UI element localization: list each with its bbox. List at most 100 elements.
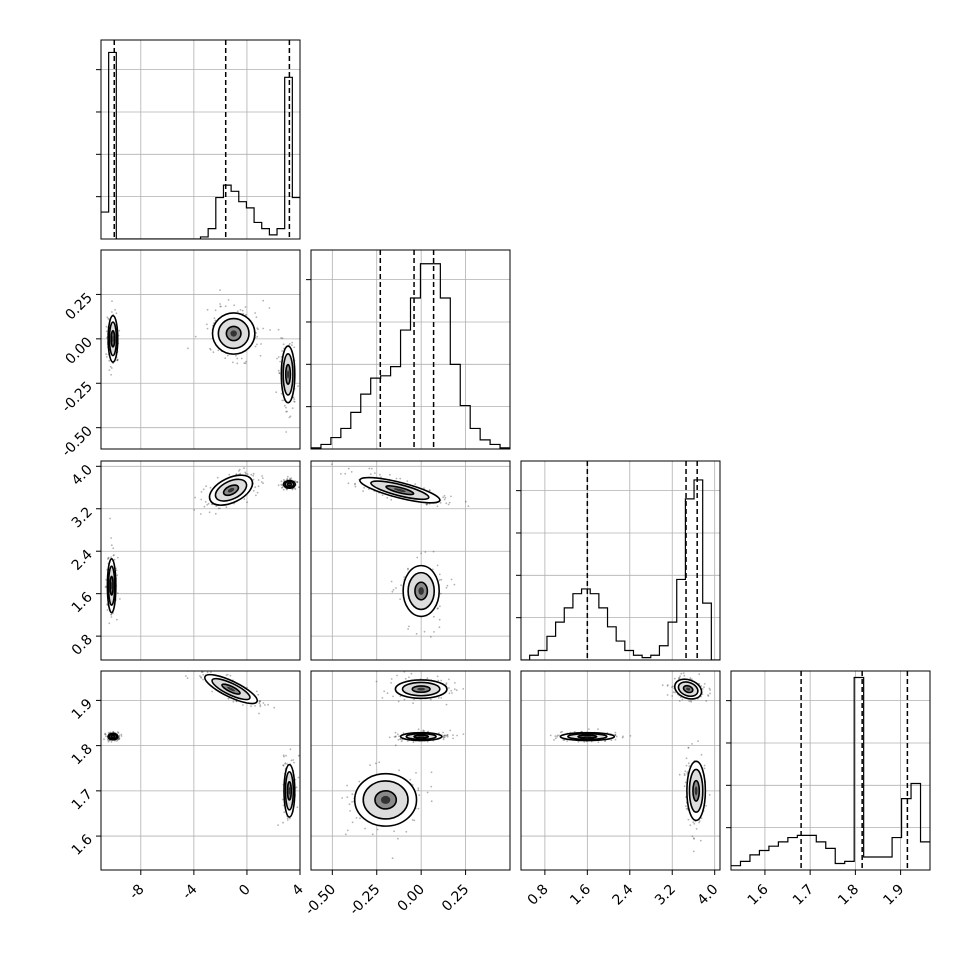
histogram-step — [731, 676, 930, 867]
density-contour — [405, 732, 437, 741]
y-tick-label: 0.00 — [62, 334, 95, 367]
x-tick-label: 4 — [289, 881, 307, 899]
density-contour — [682, 684, 694, 694]
x-tick-label: 1.9 — [880, 882, 907, 909]
x-tick-label: 1.8 — [835, 882, 862, 909]
density-contour — [374, 790, 398, 810]
panel-border — [100, 249, 301, 450]
density-contour — [362, 780, 409, 820]
density-contour — [359, 476, 441, 504]
x-tick-label: 3.2 — [652, 882, 679, 909]
density-contour — [214, 478, 248, 502]
y-tick-label: 1.6 — [69, 589, 96, 616]
panel-border — [310, 249, 511, 450]
scatter-panel-0-3 — [100, 670, 301, 871]
histogram-step — [101, 51, 300, 239]
y-tick-label: -0.50 — [59, 423, 96, 460]
density-contour — [284, 771, 295, 811]
x-tick-label: 1.6 — [745, 881, 772, 908]
density-contour — [107, 314, 119, 363]
density-contour — [110, 330, 116, 348]
histogram-panel-3 — [726, 670, 931, 871]
density-contour — [286, 482, 293, 487]
scatter-panel-0-2 — [100, 460, 301, 661]
density-contour — [107, 732, 119, 741]
x-tick-label: -0.50 — [302, 882, 339, 919]
x-tick-label: 0.25 — [439, 882, 472, 915]
panel-border — [310, 670, 511, 871]
density-contour — [211, 677, 251, 701]
panel-border — [520, 670, 721, 871]
histogram-step — [521, 479, 720, 660]
density-contour — [688, 768, 704, 814]
density-contour — [106, 557, 117, 614]
panel-border — [100, 670, 301, 871]
density-contour — [107, 565, 116, 607]
density-contour — [677, 681, 699, 698]
density-contour — [108, 733, 118, 740]
density-contour — [217, 317, 250, 350]
density-contour — [208, 474, 254, 506]
scatter-panel-1-3 — [310, 670, 511, 871]
density-contour — [401, 681, 441, 697]
y-tick-label: 1.6 — [69, 832, 96, 859]
histogram-step — [311, 263, 510, 449]
density-contour — [414, 581, 429, 601]
density-contour — [110, 734, 116, 739]
density-contour — [407, 571, 436, 611]
x-tick-label: 2.4 — [610, 881, 637, 908]
x-tick-label: 4.0 — [694, 882, 721, 909]
y-tick-label: 1.8 — [69, 741, 96, 768]
density-contour — [567, 732, 608, 741]
density-contour — [385, 485, 415, 496]
density-contour — [282, 353, 294, 396]
y-tick-label: 4.0 — [69, 462, 96, 489]
x-tick-label: 0.00 — [395, 882, 428, 915]
x-tick-label: 0 — [236, 882, 254, 900]
scatter-panel-2-3 — [520, 670, 721, 871]
density-contour — [204, 673, 259, 705]
density-contour — [411, 685, 431, 694]
y-tick-label: 0.25 — [62, 290, 95, 323]
x-tick-label: 0.8 — [525, 882, 552, 909]
x-tick-label: 1.7 — [790, 882, 817, 909]
y-tick-label: 1.7 — [69, 786, 96, 813]
y-tick-label: -0.25 — [59, 379, 96, 416]
density-contour — [282, 479, 296, 489]
panel-border — [100, 460, 301, 661]
density-contour — [370, 480, 430, 501]
density-contour — [109, 575, 114, 596]
histogram-panel-0 — [96, 39, 301, 240]
density-contour — [286, 781, 293, 801]
scatter-panel-1-2 — [310, 460, 511, 661]
density-contour — [280, 345, 296, 404]
panel-border — [520, 460, 721, 661]
panel-border — [310, 460, 511, 661]
y-tick-label: 0.8 — [69, 632, 96, 659]
x-tick-label: 1.6 — [567, 881, 594, 908]
density-contour — [559, 731, 616, 742]
panel-border — [730, 670, 931, 871]
density-contour — [284, 363, 292, 385]
density-contour — [413, 734, 430, 739]
density-contour — [394, 679, 448, 700]
x-tick-label: -8 — [126, 882, 147, 903]
density-contour — [108, 321, 118, 357]
density-contour — [284, 480, 295, 488]
y-tick-label: 2.4 — [69, 547, 96, 574]
histogram-panel-2 — [516, 460, 721, 661]
density-contour — [283, 763, 296, 818]
panel-border — [100, 39, 301, 240]
histogram-panel-1 — [306, 249, 511, 450]
x-tick-label: -4 — [180, 881, 201, 902]
scatter-panel-0-1 — [100, 249, 301, 450]
density-contour — [353, 772, 418, 827]
x-tick-label: -0.25 — [347, 882, 384, 919]
density-contour — [399, 731, 443, 742]
density-contour — [673, 678, 703, 700]
y-tick-label: 1.9 — [69, 696, 96, 723]
density-contour — [692, 779, 701, 802]
density-contour — [225, 325, 242, 342]
density-contour — [221, 683, 241, 695]
